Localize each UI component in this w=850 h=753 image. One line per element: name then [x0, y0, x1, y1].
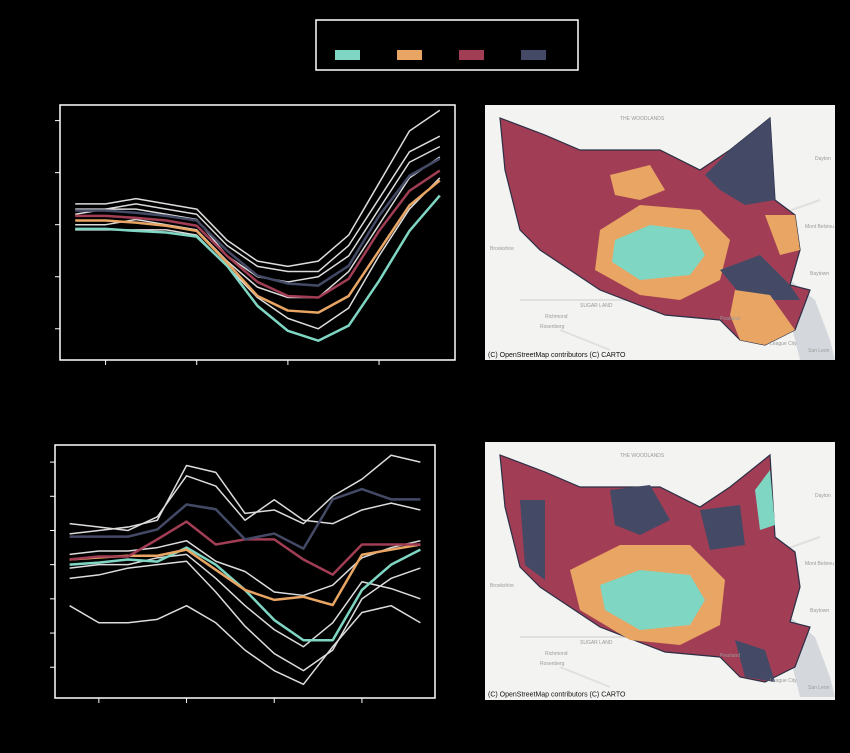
- map-region: [730, 290, 795, 345]
- place-label: SUGAR LAND: [580, 303, 613, 309]
- attribution: (C) OpenStreetMap contributors (C) CARTO: [488, 352, 626, 359]
- map-region: [610, 165, 665, 200]
- place-label: Brookshire: [490, 583, 514, 589]
- legend-box: [315, 19, 579, 71]
- member-line: [69, 604, 421, 686]
- plot-frame: [59, 104, 456, 361]
- member-line: [69, 454, 421, 535]
- map-region: [765, 215, 800, 255]
- legend-swatch: [521, 50, 546, 60]
- legend-swatch: [459, 50, 484, 60]
- charts: [50, 104, 456, 703]
- map-panel: THE WOODLANDS Dayton Brookshire SUGAR LAND R…: [485, 105, 835, 360]
- map-panel: THE WOODLANDS Dayton Brookshire SUGAR LAND R…: [485, 442, 835, 700]
- place-label: Rosenberg: [540, 661, 565, 667]
- map-region: [705, 118, 775, 205]
- place-label: League City: [770, 341, 797, 347]
- map-region: [720, 255, 800, 300]
- place-label: Richmond: [545, 651, 568, 657]
- map-region: [755, 470, 775, 530]
- place-label: Baytown: [810, 271, 829, 277]
- place-label: San Leon: [808, 685, 830, 691]
- place-label: Baytown: [810, 608, 829, 614]
- member-line: [69, 553, 421, 648]
- place-label: San Leon: [808, 348, 830, 354]
- cluster-line: [75, 169, 441, 299]
- cluster-line: [75, 157, 441, 287]
- map-labels: THE WOODLANDS Dayton Brookshire SUGAR LAND R…: [488, 453, 834, 698]
- place-label: Pearland: [720, 653, 740, 659]
- legend-swatch: [397, 50, 422, 60]
- place-label: THE WOODLANDS: [620, 453, 665, 459]
- map-region: [700, 505, 745, 550]
- member-line: [69, 475, 421, 532]
- map-region: [610, 485, 670, 535]
- legend-swatch: [335, 50, 360, 60]
- plot-frame: [54, 444, 436, 699]
- member-line: [75, 156, 441, 299]
- place-label: Dayton: [815, 493, 831, 499]
- legend: [335, 50, 546, 60]
- member-line: [69, 560, 421, 672]
- map-region: [735, 640, 775, 682]
- map-region: [600, 570, 705, 630]
- map-region: [612, 225, 705, 280]
- place-label: SUGAR LAND: [580, 640, 613, 646]
- map-labels: THE WOODLANDS Dayton Brookshire SUGAR LAND R…: [488, 116, 834, 359]
- attribution: (C) OpenStreetMap contributors (C) CARTO: [488, 691, 626, 698]
- place-label: Dayton: [815, 156, 831, 162]
- member-line: [69, 539, 421, 597]
- cluster-line: [75, 179, 441, 314]
- place-label: Pearland: [720, 316, 740, 322]
- map-region: [520, 500, 545, 580]
- cluster-line: [75, 194, 441, 342]
- member-line: [75, 109, 441, 268]
- place-label: Mont Belvieu: [805, 224, 834, 230]
- place-label: League City: [770, 678, 797, 684]
- cluster-line: [69, 487, 421, 550]
- place-label: Mont Belvieu: [805, 561, 834, 567]
- member-line: [75, 135, 441, 273]
- place-label: Brookshire: [490, 246, 514, 252]
- place-label: Richmond: [545, 314, 568, 320]
- place-label: THE WOODLANDS: [620, 116, 665, 122]
- place-label: Rosenberg: [540, 324, 565, 330]
